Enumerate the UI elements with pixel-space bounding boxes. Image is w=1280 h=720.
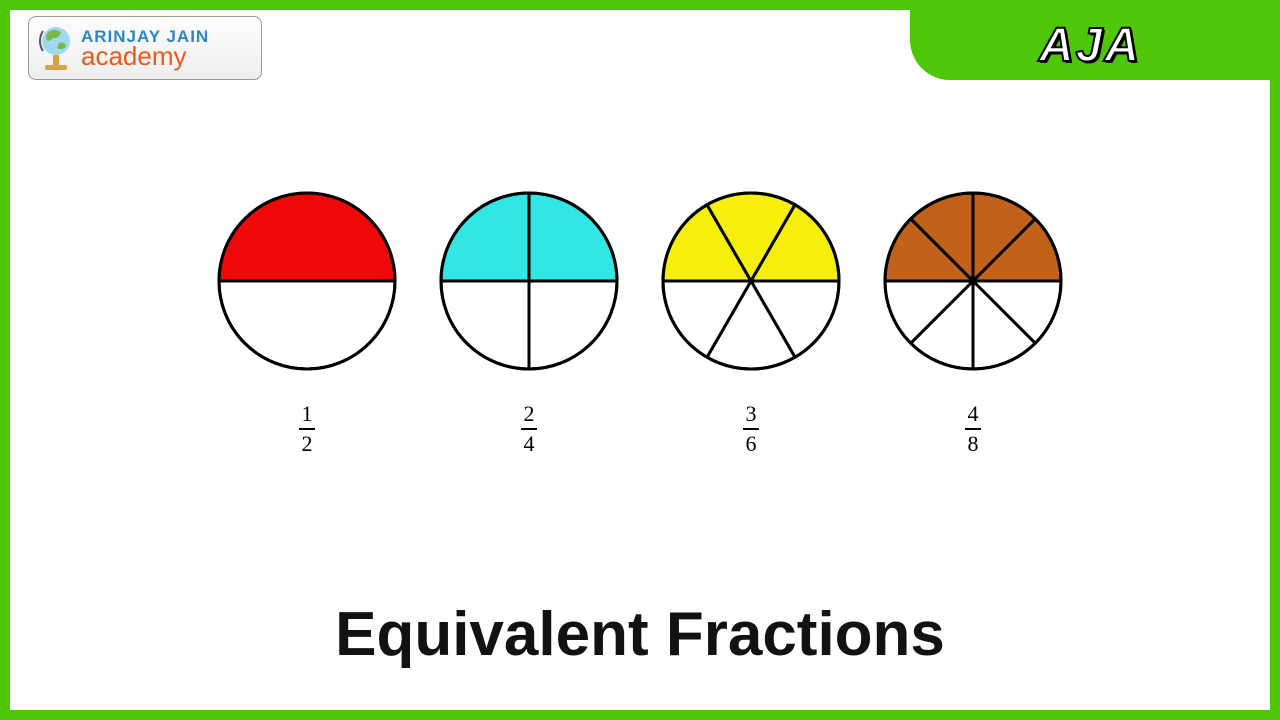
fraction-numerator: 1 — [302, 403, 313, 425]
header-right-block: AJA — [910, 10, 1270, 80]
fraction-circle-block: 12 — [216, 190, 398, 455]
fraction-label: 48 — [965, 403, 981, 455]
fraction-circle-block: 48 — [882, 190, 1064, 455]
logo-box: ARINJAY JAIN academy — [28, 16, 262, 80]
fraction-denominator: 2 — [302, 433, 313, 455]
logo-line2: academy — [81, 43, 209, 69]
fraction-pie-icon — [438, 190, 620, 377]
fraction-denominator: 8 — [968, 433, 979, 455]
content-area: 12243648 Equivalent Fractions — [10, 90, 1270, 710]
page-title: Equivalent Fractions — [10, 599, 1270, 670]
fraction-bar — [521, 428, 537, 430]
fraction-circles-row: 12243648 — [216, 190, 1064, 455]
fraction-bar — [965, 428, 981, 430]
fraction-pie-icon — [660, 190, 842, 377]
header: ARINJAY JAIN academy AJA — [10, 10, 1270, 80]
fraction-numerator: 3 — [746, 403, 757, 425]
fraction-circle-block: 36 — [660, 190, 842, 455]
fraction-bar — [743, 428, 759, 430]
fraction-label: 12 — [299, 403, 315, 455]
fraction-label: 24 — [521, 403, 537, 455]
fraction-pie-icon — [882, 190, 1064, 377]
fraction-numerator: 4 — [968, 403, 979, 425]
fraction-denominator: 6 — [746, 433, 757, 455]
fraction-bar — [299, 428, 315, 430]
logo-text: ARINJAY JAIN academy — [81, 28, 209, 69]
brand-abbrev: AJA — [1039, 18, 1141, 73]
globe-icon — [37, 23, 75, 73]
fraction-label: 36 — [743, 403, 759, 455]
fraction-numerator: 2 — [524, 403, 535, 425]
fraction-pie-icon — [216, 190, 398, 377]
fraction-circle-block: 24 — [438, 190, 620, 455]
fraction-denominator: 4 — [524, 433, 535, 455]
